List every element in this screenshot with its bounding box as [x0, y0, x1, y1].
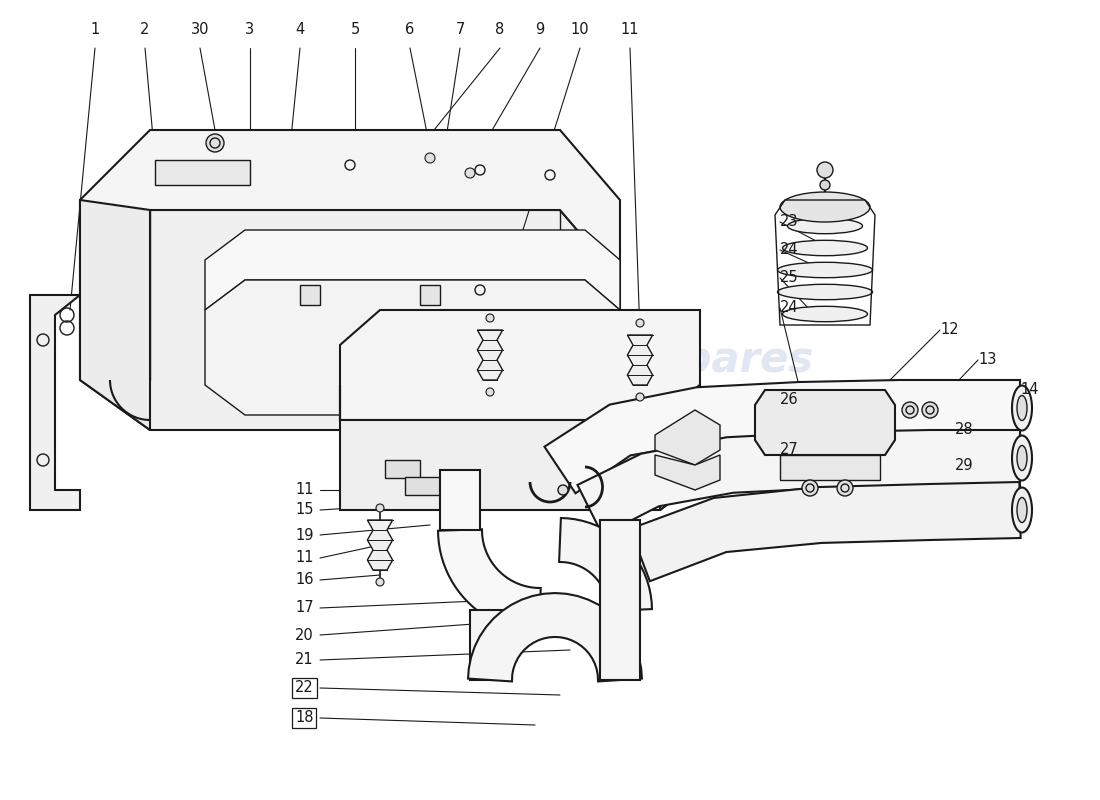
Text: 12: 12 [940, 322, 958, 338]
Circle shape [465, 168, 475, 178]
Text: 22: 22 [295, 681, 313, 695]
Text: 11: 11 [295, 550, 313, 566]
Circle shape [902, 402, 918, 418]
Circle shape [486, 388, 494, 396]
Polygon shape [470, 610, 510, 680]
Text: eurospares: eurospares [550, 339, 814, 381]
Text: 17: 17 [295, 601, 313, 615]
Polygon shape [205, 280, 620, 415]
Polygon shape [438, 530, 541, 632]
Polygon shape [654, 410, 720, 465]
Text: 3: 3 [245, 22, 254, 38]
Text: 1: 1 [90, 22, 100, 38]
Text: 24: 24 [780, 242, 799, 258]
Ellipse shape [780, 192, 870, 222]
Text: 11: 11 [620, 22, 639, 38]
Polygon shape [340, 310, 700, 420]
Ellipse shape [1018, 395, 1027, 421]
Circle shape [817, 162, 833, 178]
Ellipse shape [778, 284, 872, 300]
Circle shape [636, 319, 644, 327]
Polygon shape [600, 520, 640, 680]
Circle shape [558, 485, 568, 495]
Polygon shape [630, 482, 1021, 582]
Polygon shape [578, 430, 1020, 535]
Text: 9: 9 [536, 22, 544, 38]
Circle shape [636, 393, 644, 401]
Text: 6: 6 [406, 22, 415, 38]
Text: 30: 30 [190, 22, 209, 38]
Circle shape [376, 504, 384, 512]
Polygon shape [755, 390, 895, 455]
Text: 14: 14 [1020, 382, 1038, 398]
Circle shape [922, 402, 938, 418]
Ellipse shape [788, 218, 862, 234]
Text: 23: 23 [780, 214, 799, 230]
Ellipse shape [1012, 386, 1032, 430]
Text: 27: 27 [780, 442, 799, 458]
Ellipse shape [1018, 498, 1027, 522]
Text: 19: 19 [295, 527, 313, 542]
Text: 24: 24 [780, 301, 799, 315]
Ellipse shape [1012, 435, 1032, 481]
Text: 28: 28 [955, 422, 974, 438]
Circle shape [820, 180, 830, 190]
Circle shape [376, 578, 384, 586]
Text: 20: 20 [295, 627, 313, 642]
Polygon shape [420, 285, 440, 305]
Circle shape [486, 314, 494, 322]
Text: 25: 25 [780, 270, 799, 286]
Polygon shape [559, 518, 652, 611]
Polygon shape [660, 385, 700, 510]
Text: 16: 16 [295, 573, 313, 587]
Polygon shape [30, 295, 80, 510]
Ellipse shape [782, 240, 868, 256]
Polygon shape [205, 230, 620, 310]
Polygon shape [367, 520, 393, 570]
Ellipse shape [778, 262, 872, 278]
Polygon shape [405, 477, 440, 495]
Polygon shape [627, 335, 652, 385]
Polygon shape [780, 455, 880, 480]
Text: 18: 18 [295, 710, 313, 726]
Text: 2: 2 [141, 22, 150, 38]
Polygon shape [654, 455, 720, 490]
Text: 7: 7 [455, 22, 464, 38]
Text: eurospares: eurospares [143, 339, 407, 381]
Text: 21: 21 [295, 653, 313, 667]
Text: 13: 13 [978, 353, 997, 367]
Text: 4: 4 [296, 22, 305, 38]
Polygon shape [80, 210, 620, 430]
Polygon shape [80, 130, 620, 280]
Polygon shape [80, 200, 150, 430]
Text: 15: 15 [295, 502, 313, 518]
Text: 5: 5 [351, 22, 360, 38]
Polygon shape [385, 460, 420, 478]
Circle shape [425, 153, 435, 163]
Circle shape [802, 480, 818, 496]
Text: 11: 11 [295, 482, 313, 498]
Polygon shape [468, 593, 642, 682]
Polygon shape [477, 330, 503, 380]
Polygon shape [544, 380, 1020, 494]
Circle shape [837, 480, 852, 496]
Text: 10: 10 [571, 22, 590, 38]
Ellipse shape [782, 306, 868, 322]
Polygon shape [340, 385, 700, 510]
Ellipse shape [1012, 487, 1032, 533]
Polygon shape [300, 285, 320, 305]
Ellipse shape [1018, 446, 1027, 470]
Text: 29: 29 [955, 458, 974, 473]
Text: 8: 8 [495, 22, 505, 38]
Polygon shape [155, 160, 250, 185]
Circle shape [206, 134, 224, 152]
Polygon shape [440, 470, 480, 530]
Text: 26: 26 [780, 393, 799, 407]
